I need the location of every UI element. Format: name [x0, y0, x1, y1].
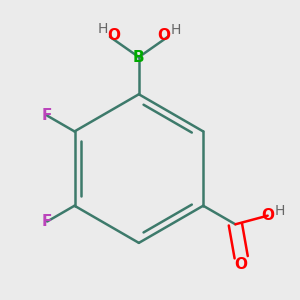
- Text: H: H: [98, 22, 108, 36]
- Text: B: B: [133, 50, 145, 64]
- Text: F: F: [42, 108, 52, 123]
- Text: O: O: [107, 28, 120, 43]
- Text: H: H: [274, 204, 285, 218]
- Text: F: F: [42, 214, 52, 229]
- Text: O: O: [235, 257, 248, 272]
- Text: H: H: [171, 23, 181, 37]
- Text: O: O: [261, 208, 274, 223]
- Text: O: O: [158, 28, 171, 43]
